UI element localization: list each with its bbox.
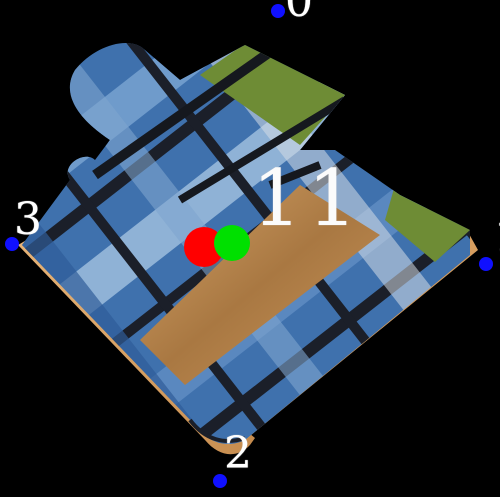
corner-label-0: 0 xyxy=(285,0,313,27)
corner-dot-2[interactable] xyxy=(213,474,227,488)
corner-dot-1[interactable] xyxy=(479,257,493,271)
corner-label-3: 3 xyxy=(14,194,42,245)
piece-corner-shadow xyxy=(188,418,246,443)
piece-number-label: 11 xyxy=(252,154,364,244)
green-marker[interactable] xyxy=(214,225,250,261)
corner-dot-3[interactable] xyxy=(5,237,19,251)
corner-dot-0[interactable] xyxy=(271,4,285,18)
wood-bar xyxy=(140,185,380,385)
corner-label-1: 1 xyxy=(494,215,500,259)
corner-label-2: 2 xyxy=(224,428,252,479)
red-marker[interactable] xyxy=(184,227,224,267)
